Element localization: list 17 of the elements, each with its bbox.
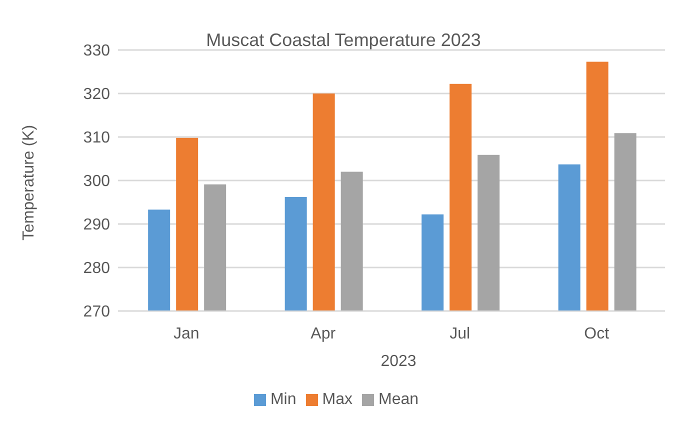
legend-label: Mean (378, 391, 419, 408)
y-axis-title: Temperature (K) (20, 124, 38, 240)
y-tick-label: 310 (83, 130, 110, 147)
x-tick-label: Jul (450, 325, 470, 342)
legend-label: Min (270, 391, 296, 408)
x-tick-label: Apr (310, 325, 336, 342)
x-tick-label: Jan (173, 325, 200, 342)
chart-title: Muscat Coastal Temperature 2023 (206, 30, 481, 50)
y-tick-label: 270 (83, 304, 110, 321)
y-tick-label: 330 (83, 42, 110, 60)
y-tick-label: 280 (83, 260, 110, 278)
legend-label: Max (322, 391, 352, 408)
y-tick-label: 300 (83, 173, 110, 190)
x-axis-title: 2023 (380, 353, 418, 371)
x-tick-label: Oct (584, 325, 610, 342)
y-tick-label: 290 (83, 216, 110, 234)
y-tick-label: 320 (83, 86, 110, 104)
